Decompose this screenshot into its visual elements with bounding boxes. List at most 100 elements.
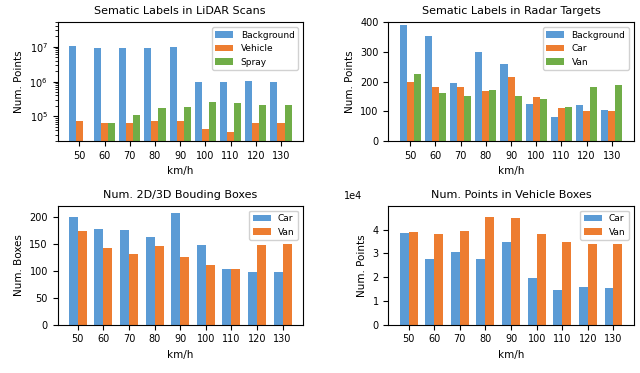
Bar: [457, 87, 464, 141]
Y-axis label: Num. Points: Num. Points: [14, 50, 24, 113]
Bar: [252, 123, 259, 373]
Bar: [197, 245, 206, 325]
Bar: [515, 96, 522, 141]
Bar: [558, 108, 565, 141]
Bar: [283, 244, 292, 325]
Bar: [583, 111, 590, 141]
Bar: [500, 64, 508, 141]
Bar: [94, 47, 101, 373]
Bar: [563, 242, 572, 325]
Text: 1e4: 1e4: [344, 191, 363, 201]
Bar: [76, 121, 83, 373]
Bar: [406, 82, 413, 141]
Bar: [177, 121, 184, 373]
Legend: Car, Van: Car, Van: [580, 210, 629, 240]
X-axis label: km/h: km/h: [498, 166, 524, 176]
Bar: [152, 122, 159, 373]
Bar: [223, 269, 232, 325]
Title: Sematic Labels in Radar Targets: Sematic Labels in Radar Targets: [422, 6, 600, 16]
Bar: [537, 235, 546, 325]
Legend: Background, Car, Van: Background, Car, Van: [543, 27, 629, 70]
Bar: [245, 81, 252, 373]
Bar: [609, 111, 616, 141]
Bar: [590, 87, 597, 141]
Bar: [476, 259, 485, 325]
Bar: [248, 272, 257, 325]
Bar: [490, 90, 497, 141]
Bar: [464, 95, 471, 141]
Bar: [83, 142, 90, 373]
Bar: [202, 129, 209, 373]
Title: Num. Points in Vehicle Boxes: Num. Points in Vehicle Boxes: [431, 190, 591, 200]
Bar: [483, 91, 490, 141]
Bar: [399, 233, 408, 325]
Bar: [259, 105, 266, 373]
Bar: [602, 110, 609, 141]
Bar: [154, 247, 163, 325]
Bar: [525, 104, 532, 141]
Bar: [195, 82, 202, 373]
Bar: [614, 244, 623, 325]
Bar: [434, 235, 443, 325]
Bar: [554, 290, 563, 325]
Bar: [220, 82, 227, 373]
Bar: [103, 248, 112, 325]
Bar: [159, 109, 166, 373]
Bar: [450, 82, 457, 141]
Y-axis label: Num. Points: Num. Points: [357, 234, 367, 297]
Bar: [425, 36, 432, 141]
Bar: [565, 107, 572, 141]
Bar: [540, 99, 547, 141]
Bar: [129, 254, 138, 325]
Bar: [532, 97, 540, 141]
Bar: [232, 269, 241, 325]
Bar: [101, 123, 108, 373]
Bar: [278, 123, 285, 373]
Bar: [605, 288, 614, 325]
Bar: [145, 237, 154, 325]
Bar: [528, 278, 537, 325]
Bar: [227, 132, 234, 373]
Bar: [460, 231, 468, 325]
Bar: [234, 103, 241, 373]
Bar: [476, 52, 483, 141]
Bar: [184, 107, 191, 373]
Bar: [508, 76, 515, 141]
Bar: [170, 47, 177, 373]
Bar: [502, 242, 511, 325]
Bar: [413, 73, 421, 141]
Bar: [270, 82, 278, 373]
Bar: [485, 217, 494, 325]
Bar: [576, 105, 583, 141]
X-axis label: km/h: km/h: [167, 350, 193, 360]
Bar: [108, 123, 115, 373]
Bar: [119, 48, 126, 373]
Legend: Car, Van: Car, Van: [249, 210, 298, 240]
Bar: [133, 115, 140, 373]
Bar: [285, 104, 292, 373]
Legend: Background, Vehicle, Spray: Background, Vehicle, Spray: [212, 27, 298, 70]
Y-axis label: Num. Points: Num. Points: [345, 50, 355, 113]
Bar: [68, 217, 77, 325]
Bar: [77, 231, 86, 325]
Bar: [171, 213, 180, 325]
Bar: [511, 218, 520, 325]
Bar: [145, 48, 152, 373]
Bar: [94, 229, 103, 325]
Title: Sematic Labels in LiDAR Scans: Sematic Labels in LiDAR Scans: [95, 6, 266, 16]
Bar: [68, 46, 76, 373]
Bar: [274, 272, 283, 325]
Title: Num. 2D/3D Bouding Boxes: Num. 2D/3D Bouding Boxes: [103, 190, 257, 200]
Bar: [588, 244, 597, 325]
Bar: [579, 286, 588, 325]
Bar: [126, 123, 133, 373]
Bar: [209, 102, 216, 373]
Bar: [180, 257, 189, 325]
Bar: [616, 85, 623, 141]
Bar: [439, 93, 446, 141]
X-axis label: km/h: km/h: [498, 350, 524, 360]
X-axis label: km/h: km/h: [167, 166, 193, 176]
Bar: [451, 252, 460, 325]
Bar: [551, 117, 558, 141]
Bar: [425, 259, 434, 325]
